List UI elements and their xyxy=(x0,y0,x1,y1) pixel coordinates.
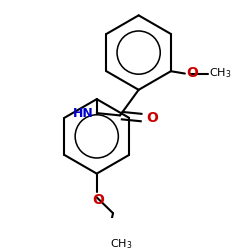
Text: O: O xyxy=(187,66,198,80)
Text: O: O xyxy=(146,111,158,125)
Text: CH$_3$: CH$_3$ xyxy=(110,237,132,250)
Text: CH$_3$: CH$_3$ xyxy=(209,66,232,80)
Text: HN: HN xyxy=(73,106,94,120)
Text: O: O xyxy=(92,194,104,207)
